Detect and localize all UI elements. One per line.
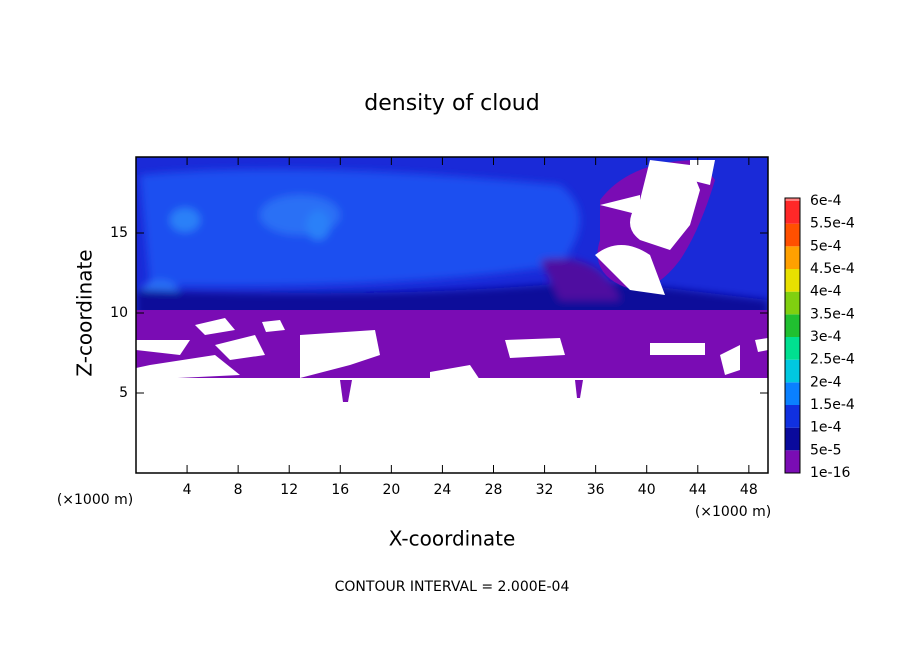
colorbar-swatch xyxy=(785,359,800,383)
contour-field xyxy=(136,157,768,473)
colorbar-label: 1e-4 xyxy=(810,420,842,436)
colorbar-label: 5.5e-4 xyxy=(810,216,855,232)
y-unit: (×1000 m) xyxy=(57,492,133,508)
colorbar-label: 2.5e-4 xyxy=(810,352,855,368)
colorbar-swatch xyxy=(785,269,800,292)
chart-title: density of cloud xyxy=(364,91,539,116)
colorbar-swatch xyxy=(785,223,800,247)
colorbar-label: 5e-5 xyxy=(810,442,841,458)
x-tick-label: 32 xyxy=(536,482,554,498)
y-tick-label: 15 xyxy=(110,225,128,241)
colorbar-swatch xyxy=(785,450,800,473)
x-tick-label: 4 xyxy=(183,482,192,498)
colorbar-swatch xyxy=(785,198,800,201)
x-unit: (×1000 m) xyxy=(695,504,771,520)
x-tick-label: 8 xyxy=(234,482,243,498)
colorbar-swatch xyxy=(785,291,800,315)
x-axis-label: X-coordinate xyxy=(389,527,516,551)
x-tick-label: 48 xyxy=(740,482,758,498)
colorbar-label: 3e-4 xyxy=(810,329,842,345)
colorbar-label: 6e-4 xyxy=(810,193,842,209)
colorbar-swatch xyxy=(785,405,800,428)
colorbar-swatch xyxy=(785,314,800,337)
footnote: CONTOUR INTERVAL = 2.000E-04 xyxy=(335,579,570,595)
colorbar-label: 1.5e-4 xyxy=(810,397,855,413)
y-axis-label: Z-coordinate xyxy=(73,249,97,376)
colorbar-frame xyxy=(784,197,801,474)
plot-frame xyxy=(135,156,769,474)
colorbar-swatch xyxy=(785,246,800,269)
colorbar-label: 4.5e-4 xyxy=(810,261,855,277)
x-tick-label: 16 xyxy=(331,482,349,498)
colorbar-label: 3.5e-4 xyxy=(810,306,855,322)
colorbar-label: 2e-4 xyxy=(810,374,842,390)
y-tick-label: 5 xyxy=(119,385,128,401)
x-tick-label: 44 xyxy=(689,482,707,498)
colorbar-label: 5e-4 xyxy=(810,238,842,254)
colorbar-label: 1e-16 xyxy=(810,465,850,481)
colorbar-swatch xyxy=(785,201,800,224)
y-tick-label: 10 xyxy=(110,305,128,321)
x-tick-label: 20 xyxy=(382,482,400,498)
x-tick-label: 40 xyxy=(638,482,656,498)
x-tick-label: 24 xyxy=(434,482,452,498)
colorbar-swatch xyxy=(785,382,800,405)
x-tick-label: 28 xyxy=(485,482,503,498)
colorbar-swatch xyxy=(785,337,800,360)
x-tick-label: 36 xyxy=(587,482,605,498)
x-tick-label: 12 xyxy=(280,482,298,498)
colorbar-label: 4e-4 xyxy=(810,284,842,300)
colorbar-swatch xyxy=(785,427,800,451)
